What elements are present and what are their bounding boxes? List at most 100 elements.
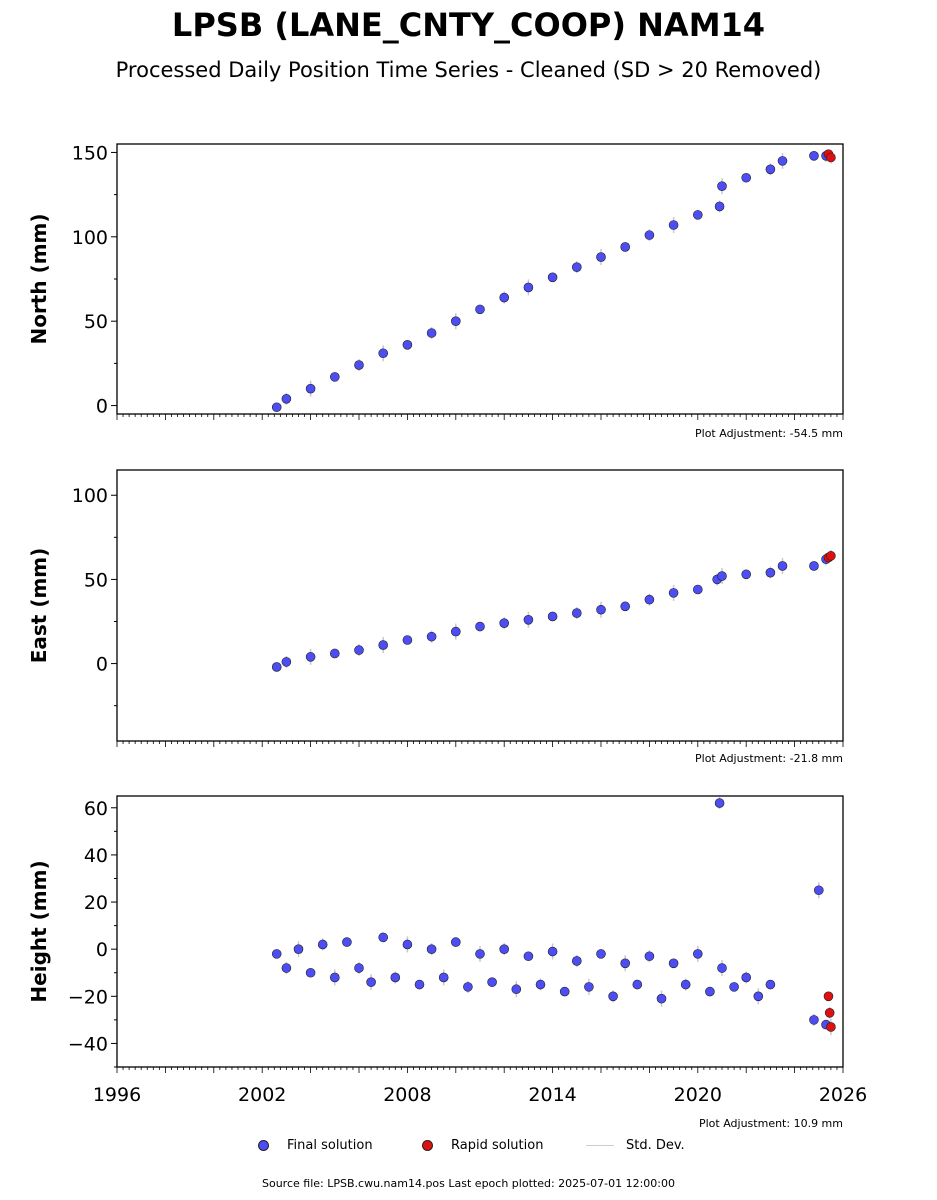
- final-solution-point: [487, 977, 497, 987]
- final-solution-point: [329, 648, 340, 659]
- std-dev-line-icon: [586, 1145, 614, 1146]
- final-solution-point: [729, 982, 739, 992]
- final-solution-point: [499, 292, 510, 303]
- final-solution-point: [596, 604, 606, 615]
- final-solution-point: [644, 951, 655, 962]
- final-solution-point: [271, 402, 282, 413]
- final-solution-point: [692, 210, 703, 220]
- final-solution-point: [680, 979, 691, 990]
- y-tick-label: 40: [84, 845, 108, 867]
- final-solution-point: [692, 949, 703, 959]
- final-solution-point: [523, 615, 534, 625]
- final-solution-point: [765, 567, 776, 578]
- final-solution-point: [378, 932, 389, 943]
- x-tick-label: 2020: [674, 1084, 722, 1106]
- plot-adjustment-note: Plot Adjustment: -21.8 mm: [695, 752, 843, 765]
- final-solution-point: [714, 201, 725, 212]
- y-tick-label: 100: [72, 227, 108, 249]
- final-solution-point: [656, 993, 667, 1004]
- x-tick-label: 2014: [528, 1084, 576, 1106]
- final-solution-point: [620, 601, 631, 612]
- final-solution-point: [354, 645, 364, 655]
- final-solution-point: [281, 657, 292, 667]
- final-solution-point: [571, 956, 582, 966]
- final-solution-point: [305, 383, 316, 394]
- final-solution-point: [450, 626, 461, 637]
- x-tick-label: 2008: [383, 1084, 431, 1106]
- y-tick-label: 60: [84, 798, 108, 820]
- final-solution-point: [741, 569, 752, 580]
- plot-frame: [116, 469, 844, 742]
- final-solution-point: [668, 958, 679, 969]
- rapid-solution-point: [826, 152, 836, 163]
- rapid-solution-point: [826, 551, 836, 561]
- legend: Final solution Rapid solution Std. Dev.: [0, 1138, 937, 1158]
- rapid-solution-point: [824, 1007, 835, 1018]
- y-tick-label: 0: [96, 939, 108, 961]
- final-solution-point: [571, 608, 582, 618]
- final-solution-point: [426, 631, 437, 642]
- final-solution-point: [426, 328, 437, 338]
- final-solution-point: [714, 798, 725, 808]
- final-solution-point: [366, 977, 376, 987]
- final-solution-point: [547, 611, 558, 622]
- rapid-solution-point: [823, 991, 834, 1002]
- final-solution-point: [741, 972, 752, 983]
- final-solution-point: [354, 963, 364, 973]
- rapid-solution-point: [826, 1022, 836, 1032]
- final-solution-point: [438, 972, 449, 983]
- final-solution-point: [329, 972, 340, 983]
- final-solution-point: [378, 348, 389, 359]
- y-axis-label: North (mm): [27, 213, 51, 344]
- final-solution-point: [354, 360, 364, 370]
- final-solution-point: [717, 571, 727, 581]
- legend-item-std: Std. Dev.: [586, 1138, 685, 1153]
- x-tick-label: 2026: [819, 1084, 867, 1106]
- plot-frame: [116, 143, 844, 415]
- legend-label-final: Final solution: [287, 1138, 373, 1153]
- final-solution-point: [765, 979, 776, 990]
- final-solution-point: [402, 939, 413, 950]
- y-tick-label: 20: [84, 892, 108, 914]
- final-solution-point: [717, 963, 727, 973]
- y-tick-label: 50: [84, 569, 108, 591]
- final-solution-point: [402, 635, 413, 645]
- final-solution-point: [809, 561, 819, 571]
- final-solution-point: [705, 986, 715, 997]
- legend-item-rapid: Rapid solution: [422, 1138, 543, 1153]
- final-solution-point: [426, 944, 437, 954]
- final-solution-point: [559, 986, 570, 997]
- final-solution-point: [450, 937, 461, 947]
- final-solution-point: [809, 1015, 819, 1025]
- page-title: LPSB (LANE_CNTY_COOP) NAM14: [171, 6, 766, 44]
- final-solution-point: [499, 618, 510, 628]
- final-solution-point: [402, 340, 413, 350]
- final-solution-point: [608, 991, 618, 1002]
- final-solution-point: [620, 958, 631, 969]
- final-solution-point: [293, 944, 304, 954]
- y-tick-label: −40: [68, 1033, 108, 1055]
- final-solution-point: [547, 946, 558, 957]
- y-axis-label: Height (mm): [27, 860, 51, 1002]
- final-solution-point: [317, 939, 328, 950]
- final-solution-point: [741, 172, 752, 183]
- final-solution-point: [378, 640, 389, 650]
- final-solution-point: [523, 951, 534, 962]
- final-solution-point: [414, 979, 425, 990]
- final-solution-point: [329, 372, 340, 382]
- final-solution-point: [571, 262, 582, 272]
- x-tick-label: 1996: [93, 1084, 141, 1106]
- final-solution-point: [511, 984, 522, 995]
- plot-frame: [116, 795, 844, 1068]
- final-solution-point: [717, 181, 727, 191]
- final-solution-point: [596, 949, 606, 959]
- final-solution-point: [271, 949, 282, 959]
- final-solution-point: [390, 972, 401, 983]
- final-solution-point: [450, 316, 461, 326]
- final-solution-point: [668, 220, 679, 230]
- final-solution-marker-icon: [258, 1140, 269, 1151]
- final-solution-point: [499, 944, 510, 954]
- final-solution-point: [620, 242, 631, 252]
- final-solution-point: [475, 304, 485, 315]
- final-solution-point: [668, 588, 679, 598]
